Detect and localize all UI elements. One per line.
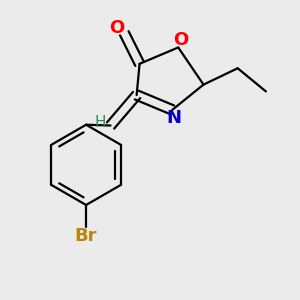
Text: N: N xyxy=(166,109,181,127)
Text: O: O xyxy=(109,19,124,37)
Text: H: H xyxy=(95,115,106,130)
Text: Br: Br xyxy=(75,227,97,245)
Text: O: O xyxy=(174,31,189,49)
